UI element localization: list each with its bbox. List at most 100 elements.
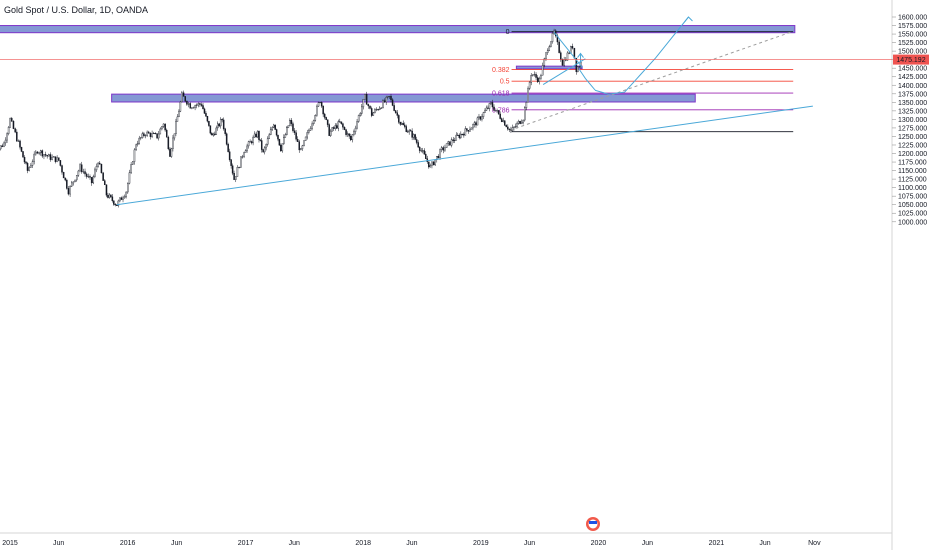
candle-up [357, 115, 360, 122]
candle-up [356, 121, 358, 129]
candle-down [211, 132, 213, 136]
tradingview-logo-icon[interactable] [586, 517, 600, 531]
fib-level-label: 0.5 [500, 79, 510, 86]
resistance-zone[interactable] [111, 93, 696, 103]
candle-down [342, 123, 344, 128]
candle-up [525, 101, 528, 109]
candle-down [44, 154, 47, 156]
candle-down [238, 166, 240, 168]
candle-up [306, 132, 308, 138]
candle-down [58, 157, 60, 161]
candle-up [316, 105, 318, 116]
candle-down [399, 121, 402, 125]
candle-up [550, 41, 552, 47]
candle-up [485, 107, 488, 111]
candle-down [508, 128, 511, 130]
time-tick-label: Jun [171, 540, 182, 547]
candle-up [253, 133, 256, 138]
candle-down [64, 177, 66, 181]
price-tick-label: 1225.000 [898, 142, 927, 149]
candle-up [337, 121, 340, 129]
candle-down [536, 77, 539, 82]
candle-up [215, 127, 218, 135]
candle-up [334, 125, 336, 129]
candle-down [411, 130, 413, 138]
candle-down [274, 124, 276, 130]
candle-up [263, 147, 266, 153]
dashed-trendline[interactable] [509, 30, 794, 131]
candle-up [266, 138, 269, 145]
candle-up [181, 92, 183, 103]
projection-path[interactable] [578, 16, 689, 95]
candle-down [59, 160, 62, 166]
candle-down [280, 145, 282, 152]
candle-up [354, 127, 357, 132]
candle-up [281, 143, 284, 152]
candle-down [343, 126, 346, 130]
candle-down [46, 155, 48, 157]
candle-up [577, 66, 579, 72]
price-tick-label: 1425.000 [898, 74, 927, 81]
time-tick-label: 2018 [355, 540, 371, 547]
trendline[interactable] [542, 58, 586, 86]
candle-up [138, 137, 140, 144]
candle-down [143, 133, 145, 136]
candle-up [153, 133, 155, 135]
candle-down [22, 151, 24, 158]
candle-up [146, 131, 148, 136]
candle-up [172, 137, 174, 149]
candle-down [568, 52, 570, 54]
candle-up [33, 153, 35, 162]
candle-down [26, 163, 29, 171]
candle-up [179, 101, 182, 112]
candle-down [292, 123, 294, 131]
candle-down [148, 131, 150, 134]
candle-up [513, 126, 515, 128]
candle-up [117, 200, 120, 206]
time-tick-label: 2015 [2, 540, 18, 547]
projection-arrow-icon [684, 16, 693, 23]
candle-down [182, 92, 185, 97]
fibonacci-retracement[interactable]: 0 0.382 0.5 0.618 0.786 [492, 29, 794, 133]
trendline[interactable] [553, 32, 583, 68]
resistance-zones[interactable] [0, 25, 796, 103]
price-tick-label: 1600.000 [898, 15, 927, 22]
candle-up [130, 164, 132, 173]
candle-up [243, 152, 245, 157]
resistance-zone[interactable] [0, 25, 796, 34]
candle-down [202, 105, 204, 110]
price-tick-label: 1075.000 [898, 194, 927, 201]
time-tick-label: Jun [642, 540, 653, 547]
current-price-marker: 1475.192 [0, 54, 929, 65]
candle-down [558, 41, 560, 53]
time-tick-label: 2020 [591, 540, 607, 547]
candle-up [346, 133, 349, 135]
candle-down [114, 204, 117, 206]
candle-down [278, 138, 281, 146]
candle-up [82, 171, 85, 173]
candle-up [7, 127, 10, 134]
candle-up [247, 141, 250, 147]
candle-up [162, 123, 165, 127]
breakout-arrow-icon [577, 52, 584, 58]
candle-down [437, 156, 440, 158]
candle-up [439, 149, 441, 158]
candle-up [457, 134, 459, 136]
candle-down [14, 128, 16, 133]
candle-down [231, 165, 234, 174]
candle-up [9, 118, 11, 128]
candle-up [187, 103, 190, 105]
candle-down [423, 150, 426, 155]
candle-down [475, 122, 477, 126]
candle-down [154, 133, 157, 135]
candle-down [11, 118, 13, 122]
candle-up [123, 196, 126, 199]
trendline[interactable] [116, 105, 813, 206]
trendlines[interactable] [116, 16, 813, 206]
price-candles [0, 28, 582, 208]
candle-up [197, 103, 200, 106]
candle-up [39, 150, 42, 154]
candle-up [311, 123, 313, 129]
price-tick-label: 1400.000 [898, 83, 927, 90]
